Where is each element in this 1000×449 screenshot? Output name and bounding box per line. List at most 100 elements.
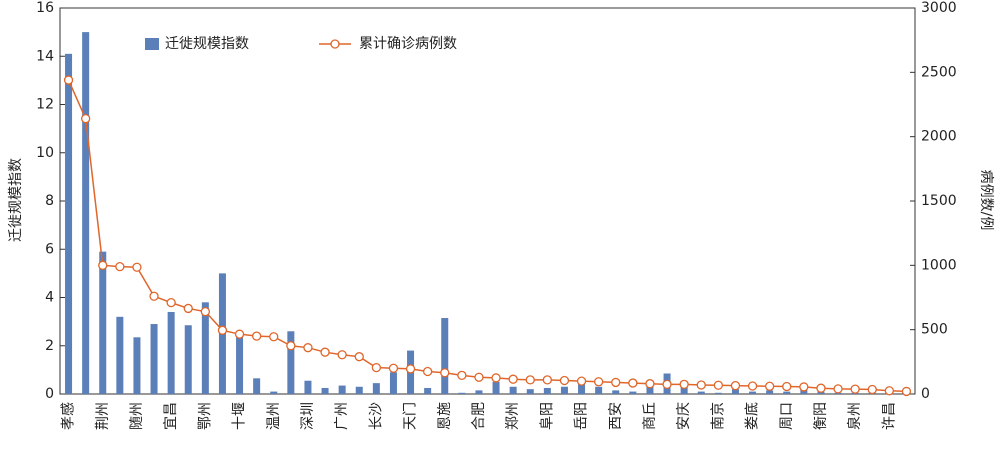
marker (200, 307, 211, 317)
marker (576, 376, 587, 386)
x-tick-label: 南京 (710, 402, 726, 430)
marker (747, 381, 758, 391)
marker (799, 382, 809, 392)
bar (800, 389, 808, 394)
x-tick-label: 十堰 (232, 402, 248, 430)
marker (508, 374, 518, 384)
bar (783, 391, 791, 394)
bar (167, 311, 175, 394)
bar (766, 390, 774, 394)
marker (440, 368, 450, 378)
x-tick-label: 长沙 (368, 402, 384, 430)
x-tick-label: 安庆 (676, 402, 692, 430)
y2-tick-label: 3000 (921, 0, 957, 16)
x-tick-label: 恩施 (437, 402, 453, 430)
x-tick-label: 随州 (129, 402, 145, 430)
bar (475, 390, 483, 394)
bar (578, 384, 586, 394)
x-tick-label: 天门 (403, 402, 419, 430)
x-tick-label: 孝感 (60, 402, 77, 430)
marker (251, 331, 262, 341)
bar (697, 391, 705, 394)
marker (491, 373, 501, 383)
bar (372, 383, 380, 394)
y-tick-label: 6 (45, 241, 54, 257)
y-tick-label: 8 (45, 193, 54, 209)
marker (337, 350, 347, 360)
line (67, 79, 907, 393)
bar (509, 386, 517, 394)
marker (833, 384, 843, 394)
legend-label: 迁徙规模指数 (165, 36, 249, 52)
marker (354, 352, 364, 362)
bar (680, 386, 688, 394)
marker (765, 381, 775, 391)
bar (424, 387, 432, 394)
bar (543, 387, 551, 394)
bar (270, 391, 278, 394)
x-tick-label: 商丘 (642, 402, 658, 430)
y-tick-label: 16 (36, 0, 54, 16)
bar (65, 53, 73, 395)
marker (884, 386, 894, 396)
bar (441, 318, 449, 394)
y-tick-label: 2 (45, 338, 54, 354)
marker (542, 375, 552, 385)
marker (559, 375, 570, 386)
y2-tick-label: 1000 (921, 257, 957, 273)
marker (422, 366, 433, 377)
x-tick-label: 衡阳 (813, 402, 829, 430)
x-tick-label: 周口 (779, 402, 795, 430)
bar (82, 32, 90, 394)
x-tick-label: 许昌 (881, 402, 897, 430)
x-tick-label: 深圳 (300, 402, 316, 430)
bar (389, 372, 397, 394)
y-axis-title: 迁徙规模指数 (8, 158, 24, 242)
bar (236, 337, 244, 394)
marker (679, 379, 689, 390)
marker (303, 343, 313, 353)
marker (183, 303, 193, 314)
bar (321, 387, 329, 394)
bar (526, 389, 534, 394)
bar (338, 385, 346, 394)
x-tick-label: 西安 (608, 402, 624, 430)
x-tick-label: 广州 (334, 402, 350, 430)
x-tick-label: 岳阳 (574, 402, 590, 430)
y2-tick-label: 0 (921, 386, 930, 402)
marker (217, 325, 228, 335)
marker (269, 332, 279, 342)
marker (166, 297, 176, 308)
y2-tick-label: 2000 (921, 129, 957, 145)
marker (611, 377, 621, 388)
marker (132, 262, 142, 272)
bar (150, 324, 158, 394)
bar (492, 381, 500, 394)
marker (149, 291, 159, 301)
x-tick-label: 温州 (266, 402, 282, 430)
x-tick-label: 宜昌 (163, 402, 179, 430)
x-tick-label: 荆州 (95, 402, 111, 430)
marker (320, 347, 330, 357)
y-tick-label: 4 (45, 290, 54, 306)
marker (901, 386, 912, 397)
marker (115, 261, 125, 272)
y-tick-label: 0 (45, 386, 54, 402)
bar (629, 391, 637, 394)
marker (234, 329, 245, 339)
bar (201, 302, 209, 394)
bar (304, 380, 312, 394)
y-tick-label: 10 (36, 145, 54, 161)
x-tick-label: 鄂州 (197, 402, 213, 430)
bar (560, 386, 568, 394)
y2-tick-label: 2500 (921, 64, 957, 80)
marker (713, 380, 723, 390)
legend-swatch (145, 38, 159, 50)
marker (525, 375, 535, 385)
marker (286, 341, 296, 351)
marker (628, 378, 638, 388)
marker (645, 379, 655, 389)
y2-tick-label: 500 (921, 322, 948, 338)
marker (696, 380, 706, 390)
